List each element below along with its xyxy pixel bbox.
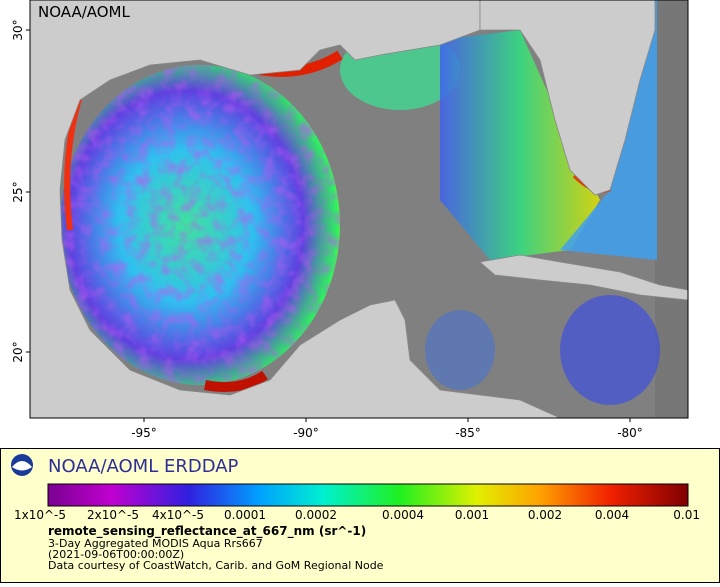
land-florida bbox=[479, 0, 656, 196]
variable: remote_sensing_reflectance_at_667_nm (sr… bbox=[48, 524, 366, 539]
legend: NOAA/AOML ERDDAP 1x10^-5 2x10^-5 4x10^-5 0.… bbox=[0, 448, 720, 583]
watermark: NOAA/AOML bbox=[38, 3, 131, 21]
data-caribbean bbox=[560, 295, 660, 405]
info-line: (2021-09-06T00:00:00Z) bbox=[48, 548, 184, 561]
data-yucatan bbox=[425, 310, 495, 390]
legend-title: NOAA/AOML ERDDAP bbox=[48, 456, 239, 477]
lon-label: -90° bbox=[293, 426, 319, 440]
data-florida bbox=[440, 30, 600, 260]
map: NOAA/AOML 30° 25° 20° -95° -90° -85° -80… bbox=[11, 0, 689, 440]
data-noise bbox=[60, 65, 340, 385]
colorbar-label: 0.0001 bbox=[224, 508, 266, 522]
colorbar-label: 0.01 bbox=[673, 508, 700, 522]
lat-label: 25° bbox=[11, 181, 25, 202]
coastal-high bbox=[204, 370, 268, 392]
atlantic bbox=[655, 0, 688, 418]
colorbar-label: 0.0002 bbox=[295, 508, 337, 522]
colorbar-label: 0.001 bbox=[455, 508, 489, 522]
land-mainland bbox=[29, 0, 561, 419]
lon-label: -80° bbox=[617, 426, 643, 440]
colorbar-label: 2x10^-5 bbox=[87, 508, 139, 522]
lat-label: 20° bbox=[11, 341, 25, 362]
colorbar-label: 0.0004 bbox=[382, 508, 424, 522]
colorbar-label: 0.002 bbox=[528, 508, 562, 522]
lon-label: -85° bbox=[455, 426, 481, 440]
ticks bbox=[26, 29, 631, 422]
lon-label: -95° bbox=[131, 426, 157, 440]
logo-gull bbox=[12, 461, 32, 471]
info-line: 3-Day Aggregated MODIS Aqua Rrs667 bbox=[48, 537, 263, 550]
legend-panel bbox=[0, 448, 720, 583]
colorbar-label: 0.004 bbox=[595, 508, 629, 522]
lat-label: 30° bbox=[11, 19, 25, 40]
map-frame bbox=[29, 0, 689, 419]
colorbar-label: 4x10^-5 bbox=[152, 508, 204, 522]
info-line: Data courtesy of CoastWatch, Carib. and … bbox=[48, 559, 384, 572]
colorbar-label: 1x10^-5 bbox=[14, 508, 66, 522]
colorbar bbox=[47, 483, 689, 507]
colorbar-labels: 1x10^-5 2x10^-5 4x10^-5 0.0001 0.0002 0.0004 0… bbox=[14, 508, 700, 522]
